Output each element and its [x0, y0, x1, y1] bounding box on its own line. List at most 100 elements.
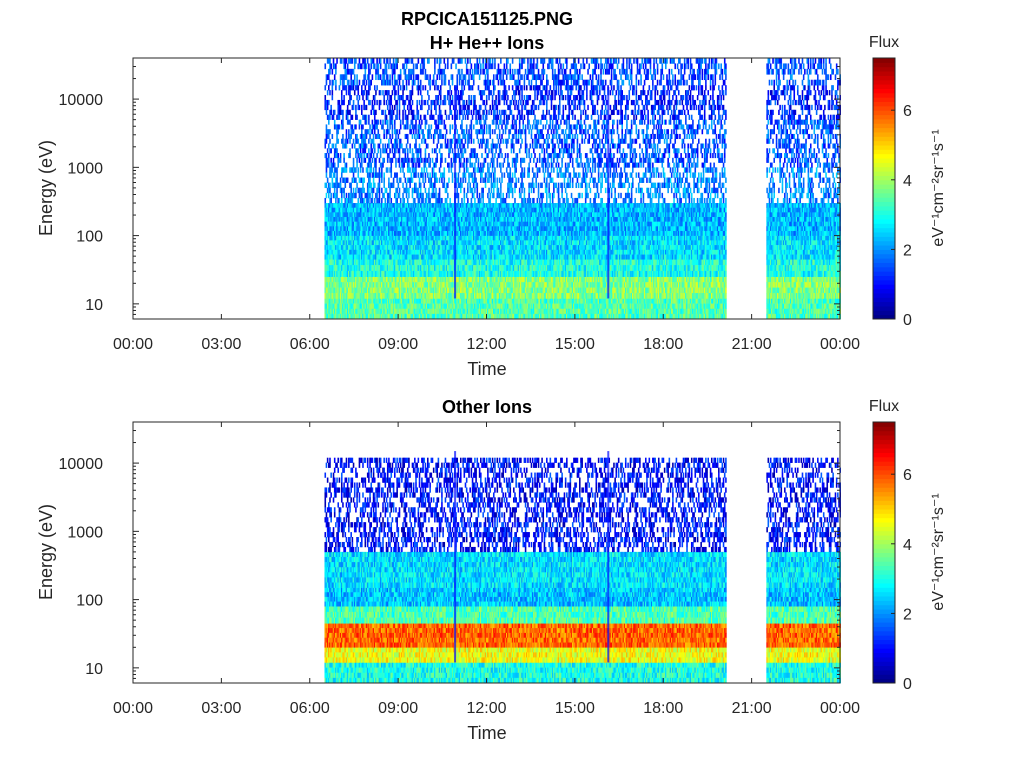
spectrogram-cell	[390, 167, 392, 172]
spectrogram-cell	[460, 178, 462, 183]
spectrogram-cell	[420, 115, 422, 120]
spectrogram-cell	[389, 105, 391, 110]
spectrogram-cell	[462, 178, 464, 183]
spectrogram-cell	[386, 134, 388, 139]
spectrogram-cell	[373, 167, 375, 172]
spectrogram-cell	[425, 139, 427, 144]
spectrogram-cell	[369, 124, 371, 129]
spectrogram-cell	[374, 63, 376, 69]
spectrogram-cell	[464, 143, 466, 148]
spectrogram-cell	[328, 158, 330, 163]
spectrogram-cell	[355, 188, 357, 193]
spectrogram-cell	[396, 139, 398, 144]
spectrogram-cell	[366, 63, 368, 69]
spectrogram-cell	[341, 198, 343, 203]
spectrogram-cell	[459, 153, 461, 158]
spectrogram-cell	[475, 105, 477, 110]
spectrogram-cell	[365, 58, 367, 64]
spectrogram-cell	[461, 183, 463, 188]
spectrogram-cell	[478, 63, 480, 69]
spectrogram-cell	[461, 69, 463, 75]
spectrogram-cell	[370, 163, 372, 168]
spectrogram-cell	[387, 95, 389, 100]
spectrogram-cell	[353, 85, 355, 90]
spectrogram-cell	[386, 115, 388, 120]
spectrogram-cell	[328, 193, 330, 198]
spectrogram-cell	[383, 178, 385, 183]
spectrogram-cell	[347, 139, 349, 144]
spectrogram-cell	[449, 85, 451, 90]
spectrogram-cell	[485, 148, 487, 153]
spectrogram-cell	[465, 134, 467, 139]
spectrogram-cell	[479, 74, 481, 80]
spectrogram-cell	[425, 188, 427, 193]
spectrogram-cell	[402, 90, 404, 95]
spectrogram-cell	[423, 134, 425, 139]
spectrogram-cell	[369, 85, 371, 90]
spectrogram-cell	[380, 63, 382, 69]
spectrogram-cell	[341, 193, 343, 198]
spectrogram-cell	[333, 80, 335, 86]
spectrogram-cell	[383, 134, 385, 139]
spectrogram-cell	[355, 167, 357, 172]
spectrogram-cell	[328, 134, 330, 139]
spectrogram-cell	[342, 134, 344, 139]
spectrogram-cell	[452, 139, 454, 144]
spectrogram-cell	[465, 178, 467, 183]
spectrogram-cell	[484, 139, 486, 144]
spectrogram-cell	[324, 95, 326, 100]
spectrogram-cell	[353, 139, 355, 144]
spectrogram-cell	[350, 95, 352, 100]
spectrogram-cell	[472, 69, 474, 75]
spectrogram-cell	[328, 163, 330, 168]
spectrogram-cell	[362, 95, 364, 100]
spectrogram-cell	[341, 172, 343, 177]
spectrogram-cell	[376, 58, 378, 64]
spectrogram-cell	[380, 100, 382, 105]
spectrogram-cell	[459, 80, 461, 86]
spectrogram-figure: RPCICA151125.PNG H+ He++ Ions 00:00 03:00…	[0, 0, 1024, 768]
spectrogram-cell	[427, 172, 429, 177]
spectrogram-cell	[464, 163, 466, 168]
spectrogram-cell	[445, 95, 447, 100]
spectrogram-cell	[429, 74, 431, 80]
spectrogram-cell	[393, 183, 395, 188]
spectrogram-cell	[439, 74, 441, 80]
spectrogram-cell	[347, 63, 349, 69]
spectrogram-cell	[396, 129, 398, 134]
spectrogram-cell	[465, 80, 467, 86]
spectrogram-cell	[353, 188, 355, 193]
spectrogram-cell	[473, 80, 475, 86]
spectrogram-cell	[460, 188, 462, 193]
spectrogram-cell	[374, 143, 376, 148]
spectrogram-cell	[396, 188, 398, 193]
spectrogram-cell	[333, 143, 335, 148]
spectrogram-cell	[352, 58, 354, 64]
spectrogram-cell	[353, 158, 355, 163]
spectrogram-cell	[367, 167, 369, 172]
spectrogram-cell	[375, 74, 377, 80]
spectrogram-cell	[415, 143, 417, 148]
spectrogram-cell	[334, 120, 336, 125]
spectrogram-cell	[356, 183, 358, 188]
spectrogram-cell	[445, 139, 447, 144]
spectrogram-cell	[485, 183, 487, 188]
spectrogram-cell	[368, 115, 370, 120]
spectrogram-cell	[451, 158, 453, 163]
spectrogram-cell	[423, 58, 425, 64]
spectrogram-cell	[406, 193, 408, 198]
spectrogram-cell	[392, 80, 394, 86]
spectrogram-cell	[409, 124, 411, 129]
spectrogram-cell	[382, 120, 384, 125]
spectrogram-cell	[445, 74, 447, 80]
spectrogram-cell	[336, 167, 338, 172]
spectrogram-cell	[471, 100, 473, 105]
spectrogram-cell	[366, 134, 368, 139]
spectrogram-cell	[354, 80, 356, 86]
spectrogram-cell	[330, 198, 332, 203]
spectrogram-cell	[399, 193, 401, 198]
spectrogram-cell	[330, 172, 332, 177]
spectrogram-cell	[369, 134, 371, 139]
spectrogram-cell	[443, 120, 445, 125]
spectrogram-cell	[438, 100, 440, 105]
